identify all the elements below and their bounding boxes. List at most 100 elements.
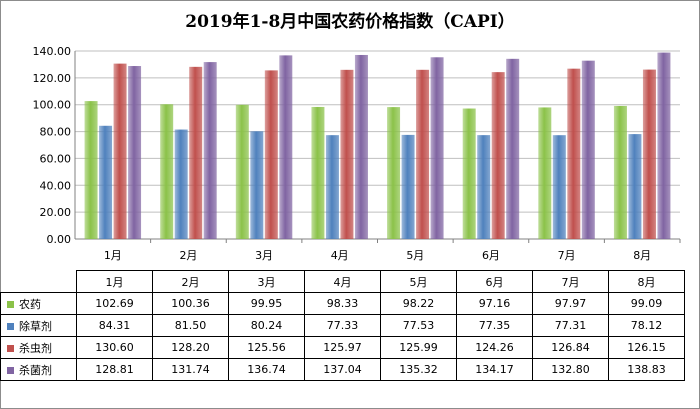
table-category-header: 2月: [152, 270, 229, 293]
table-cell: 138.83: [608, 358, 685, 381]
legend-swatch: [7, 323, 14, 330]
legend-swatch: [7, 301, 14, 308]
table-cell: 126.15: [608, 336, 685, 359]
legend-label: 农药: [19, 297, 41, 311]
table-cell: 136.74: [228, 358, 305, 381]
bar: [189, 66, 203, 240]
table-row: 杀菌剂 128.81 131.74 136.74 137.04 135.32 134.17 1…: [0, 358, 685, 381]
bar: [657, 52, 671, 240]
bar: [250, 131, 264, 239]
y-tick-label: 60.00: [40, 152, 72, 165]
table-cell: 80.24: [228, 314, 305, 337]
bar: [401, 134, 415, 239]
table-cell: 99.09: [608, 292, 685, 315]
table-category-header: 7月: [532, 270, 609, 293]
x-tick-label: 1月: [104, 249, 122, 262]
bar: [430, 57, 444, 239]
bar: [506, 58, 520, 239]
bar: [340, 69, 354, 239]
bar: [538, 107, 552, 240]
x-tick-label: 8月: [633, 249, 651, 262]
table-cell: 77.53: [380, 314, 457, 337]
table-cell: 77.31: [532, 314, 609, 337]
table-row: 杀虫剂 130.60 128.20 125.56 125.97 125.99 124.26 1…: [0, 336, 685, 359]
bar: [354, 54, 368, 240]
table-cell: 125.97: [304, 336, 381, 359]
table-cell: 97.16: [456, 292, 533, 315]
y-tick-label: 140.00: [33, 45, 72, 58]
table-cell: 134.17: [456, 358, 533, 381]
y-tick-label: 80.00: [40, 126, 72, 139]
bar: [279, 55, 293, 239]
bar: [160, 104, 174, 239]
table-cell: 102.69: [76, 292, 153, 315]
table-cell: 125.56: [228, 336, 305, 359]
bar: [613, 105, 627, 240]
bar: [491, 72, 505, 240]
table-cell: 135.32: [380, 358, 457, 381]
table-corner: [1, 271, 77, 293]
bar: [203, 62, 217, 240]
table-category-header: 4月: [304, 270, 381, 293]
table-category-header: 8月: [608, 270, 685, 293]
bar: [264, 70, 278, 239]
bar: [311, 106, 325, 240]
table-cell: 100.36: [152, 292, 229, 315]
bar: [325, 135, 339, 239]
bar: [462, 108, 476, 239]
x-tick-label: 4月: [331, 249, 349, 262]
bar: [235, 104, 249, 239]
table-row-header: 杀虫剂: [0, 336, 77, 359]
table-cell: 98.22: [380, 292, 457, 315]
table-category-header: 3月: [228, 270, 305, 293]
table-row-header: 除草剂: [0, 314, 77, 337]
table-row: 除草剂 84.31 81.50 80.24 77.33 77.53 77.35 77.31 78…: [0, 314, 685, 337]
bar: [567, 68, 581, 239]
table-row-header: 农药: [0, 292, 77, 315]
table-header-row: 1月 2月 3月 4月 5月 6月 7月 8月: [1, 270, 685, 293]
table-cell: 124.26: [456, 336, 533, 359]
legend-label: 杀菌剂: [19, 363, 52, 377]
table-cell: 132.80: [532, 358, 609, 381]
x-tick-label: 2月: [179, 249, 197, 262]
table-cell: 126.84: [532, 336, 609, 359]
table-cell: 130.60: [76, 336, 153, 359]
chart-title: 2019年1-8月中国农药价格指数（CAPI）: [185, 12, 515, 32]
legend-swatch: [7, 367, 14, 374]
x-tick-label: 6月: [482, 249, 500, 262]
table-cell: 84.31: [76, 314, 153, 337]
table-cell: 77.35: [456, 314, 533, 337]
y-tick-label: 40.00: [40, 179, 72, 192]
bar: [387, 107, 401, 239]
bar: [174, 129, 188, 239]
table-cell: 97.97: [532, 292, 609, 315]
table-cell: 137.04: [304, 358, 381, 381]
table-category-header: 1月: [76, 270, 153, 293]
legend-label: 杀虫剂: [19, 341, 52, 355]
y-tick-label: 100.00: [33, 99, 72, 112]
bar: [99, 125, 113, 239]
table-cell: 98.33: [304, 292, 381, 315]
table-cell: 128.20: [152, 336, 229, 359]
table-cell: 131.74: [152, 358, 229, 381]
table-cell: 78.12: [608, 314, 685, 337]
bar: [477, 135, 491, 239]
table-cell: 77.33: [304, 314, 381, 337]
table-row: 农药 102.69 100.36 99.95 98.33 98.22 97.16 97.97 9…: [0, 292, 685, 315]
table-category-header: 6月: [456, 270, 533, 293]
x-tick-label: 3月: [255, 249, 273, 262]
bar: [628, 134, 642, 239]
bar: [552, 135, 566, 239]
table-row-header: 杀菌剂: [0, 358, 77, 381]
table-category-header: 5月: [380, 270, 457, 293]
legend-swatch: [7, 345, 14, 352]
x-tick-label: 7月: [558, 249, 576, 262]
table-cell: 125.99: [380, 336, 457, 359]
bar: [642, 69, 656, 239]
y-tick-label: 20.00: [40, 206, 72, 219]
bar-chart: 0.00 20.00 40.00 60.00 80.00 100.00 120.00 140.…: [33, 45, 681, 262]
y-tick-label: 0.00: [47, 233, 72, 246]
legend-label: 除草剂: [19, 319, 52, 333]
bar: [416, 69, 430, 239]
bar: [581, 60, 595, 239]
